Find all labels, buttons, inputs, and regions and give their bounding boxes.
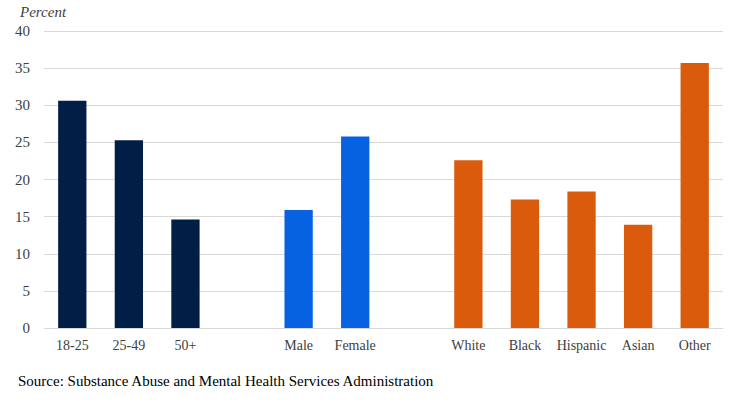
svg-text:35: 35 (15, 60, 30, 76)
svg-text:25: 25 (15, 134, 30, 150)
svg-text:Source: Substance Abuse and Me: Source: Substance Abuse and Mental Healt… (18, 373, 434, 389)
svg-text:Asian: Asian (622, 338, 655, 353)
svg-text:White: White (451, 338, 485, 353)
svg-text:Percent: Percent (19, 4, 67, 20)
svg-text:0: 0 (23, 320, 31, 336)
svg-text:Male: Male (284, 338, 313, 353)
svg-text:30: 30 (15, 97, 30, 113)
svg-text:Other: Other (679, 338, 711, 353)
svg-text:25-49: 25-49 (113, 338, 146, 353)
svg-text:18-25: 18-25 (56, 338, 89, 353)
svg-text:20: 20 (15, 172, 30, 188)
svg-text:50+: 50+ (175, 338, 197, 353)
svg-text:15: 15 (15, 209, 30, 225)
svg-text:40: 40 (15, 23, 30, 39)
svg-text:Hispanic: Hispanic (557, 338, 607, 353)
svg-text:Female: Female (335, 338, 376, 353)
svg-text:5: 5 (23, 283, 31, 299)
svg-text:Black: Black (509, 338, 542, 353)
svg-text:10: 10 (15, 246, 30, 262)
